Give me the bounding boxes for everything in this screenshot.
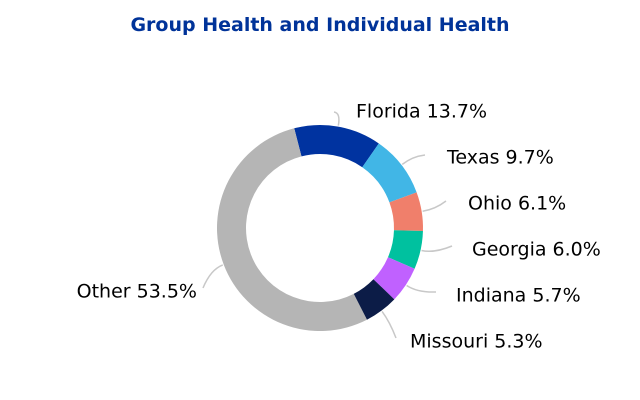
donut-slices: [216, 124, 423, 332]
leader-line-ohio: [422, 200, 447, 212]
leader-line-texas: [401, 154, 426, 165]
slice-label-georgia: Georgia 6.0%: [472, 239, 601, 261]
slice-georgia: [387, 230, 423, 269]
chart-title: Group Health and Individual Health: [130, 14, 510, 36]
slice-texas: [362, 143, 417, 203]
slice-label-ohio: Ohio 6.1%: [468, 193, 566, 215]
leader-line-georgia: [421, 245, 453, 253]
slice-label-indiana: Indiana 5.7%: [456, 285, 581, 307]
leader-lines: [202, 111, 453, 339]
slice-ohio: [389, 192, 423, 232]
slice-florida: [294, 124, 379, 168]
leader-line-indiana: [406, 284, 437, 293]
slice-indiana: [373, 257, 415, 300]
slice-label-missouri: Missouri 5.3%: [410, 331, 543, 353]
slice-label-other: Other 53.5%: [77, 281, 197, 303]
leader-line-other: [202, 264, 224, 289]
leader-line-missouri: [381, 311, 397, 339]
slice-labels: Florida 13.7% Texas 9.7% Ohio 6.1% Georgia …: [77, 101, 601, 353]
slice-label-florida: Florida 13.7%: [356, 101, 487, 123]
slice-label-texas: Texas 9.7%: [446, 147, 554, 169]
slice-other: [216, 128, 367, 332]
leader-line-florida: [333, 111, 340, 126]
slice-missouri: [353, 279, 395, 320]
